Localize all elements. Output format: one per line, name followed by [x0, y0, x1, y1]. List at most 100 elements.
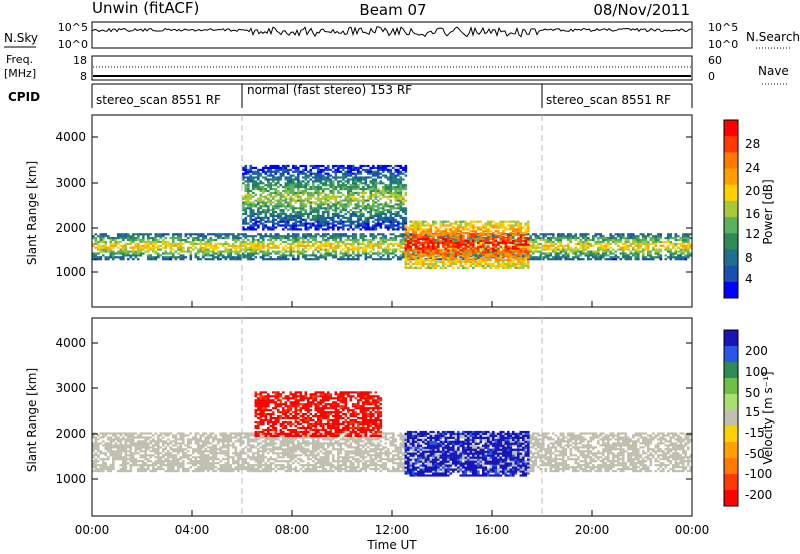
power-cell — [409, 224, 413, 227]
power-cell — [349, 201, 353, 204]
power-cell — [517, 237, 520, 241]
power-cell — [154, 238, 158, 242]
power-cell — [542, 244, 545, 247]
power-cell — [284, 212, 288, 216]
power-cell — [274, 214, 278, 217]
power-cell — [309, 188, 313, 191]
power-cell — [607, 254, 610, 257]
power-cell — [334, 203, 338, 206]
power-cell — [344, 205, 348, 208]
power-cell — [642, 258, 645, 261]
power-cell — [357, 176, 360, 179]
power-cell — [262, 199, 265, 202]
power-cell — [114, 252, 118, 255]
power-cell — [514, 264, 518, 267]
power-cell — [537, 242, 540, 245]
power-cell — [547, 256, 550, 259]
power-cell — [342, 248, 345, 251]
power-cell — [342, 193, 345, 196]
power-cell — [277, 237, 280, 240]
power-cell — [624, 237, 628, 240]
power-cell — [189, 233, 193, 236]
power-cell — [382, 203, 385, 206]
power-cell — [444, 257, 448, 260]
power-cell — [357, 256, 360, 259]
power-cell — [344, 176, 348, 179]
power-cell — [499, 220, 503, 223]
power-cell — [342, 240, 345, 244]
power-cell — [257, 252, 260, 255]
power-cell — [284, 201, 288, 204]
power-cell — [247, 238, 250, 242]
power-cell — [669, 256, 673, 259]
power-cell — [429, 247, 433, 250]
power-cell — [657, 237, 660, 240]
power-cell — [242, 205, 245, 208]
power-cell — [329, 252, 333, 255]
power-cell — [294, 207, 298, 210]
power-cell — [309, 212, 313, 216]
power-cell — [677, 258, 680, 261]
power-cell — [389, 201, 393, 204]
power-cell — [339, 252, 343, 255]
power-cell — [527, 233, 530, 236]
power-cell — [409, 245, 413, 248]
power-cell — [562, 237, 565, 240]
power-cell — [557, 256, 560, 259]
power-cell — [414, 239, 418, 242]
power-cell — [209, 233, 213, 236]
power-cell — [177, 246, 180, 249]
velocity-cell — [97, 446, 100, 449]
power-cell — [609, 237, 613, 240]
power-cell — [119, 250, 123, 253]
power-cell — [94, 258, 98, 261]
power-cell — [377, 242, 380, 245]
power-cell — [574, 235, 578, 238]
power-cell — [467, 253, 470, 256]
velocity-cell — [112, 468, 115, 471]
power-cell — [614, 237, 618, 240]
power-cell — [352, 235, 355, 238]
power-cell — [197, 250, 200, 253]
power-cell — [302, 237, 305, 240]
power-cell — [157, 235, 160, 238]
power-cell — [117, 235, 120, 238]
power-cell — [382, 168, 385, 171]
power-cell — [257, 238, 260, 242]
power-cell — [597, 248, 600, 251]
power-cell — [442, 255, 445, 258]
power-cell — [422, 259, 425, 262]
power-cell — [392, 186, 395, 189]
power-cell — [229, 258, 233, 261]
power-cell — [359, 166, 363, 169]
power-cell — [434, 222, 438, 225]
power-cell — [332, 182, 335, 185]
power-cell — [447, 232, 450, 235]
power-cell — [649, 242, 653, 245]
power-cell — [394, 250, 398, 253]
power-cell — [329, 180, 333, 183]
power-cell — [362, 238, 365, 242]
power-cell — [264, 195, 268, 198]
power-cell — [604, 248, 608, 251]
power-cell — [469, 224, 473, 227]
power-cell — [277, 246, 280, 249]
power-cell — [222, 244, 225, 247]
velocity-cell — [99, 468, 103, 471]
velocity-cell — [112, 456, 115, 459]
power-cell — [472, 226, 475, 229]
power-cell — [387, 188, 390, 191]
power-cell — [654, 240, 658, 244]
power-cell — [379, 197, 383, 200]
velocity-cell — [92, 460, 95, 463]
power-cell — [342, 184, 345, 187]
power-cell — [104, 235, 108, 238]
power-cell — [417, 260, 420, 264]
power-cell — [347, 218, 350, 221]
power-cell — [384, 250, 388, 253]
power-cell — [484, 237, 488, 240]
power-cell — [314, 180, 318, 183]
power-cell — [292, 214, 295, 217]
power-cell — [299, 220, 303, 223]
